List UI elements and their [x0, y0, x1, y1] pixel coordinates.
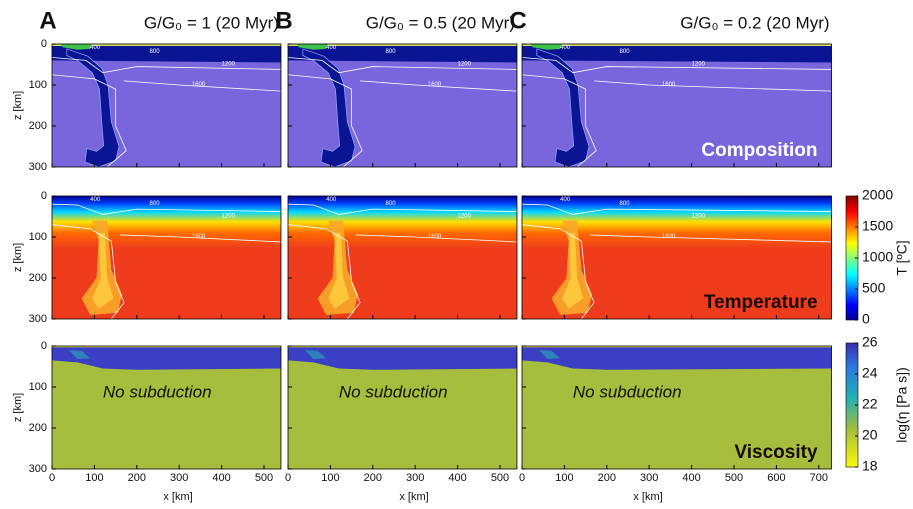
x-tick-label: 500 — [491, 472, 509, 484]
x-tick-label: 100 — [555, 472, 573, 484]
annotation: No subduction — [339, 383, 448, 402]
isotherm-label: 1600 — [192, 234, 206, 240]
panel-label: A — [39, 7, 56, 34]
isotherm-label: 400 — [326, 197, 337, 203]
y-tick-label: 100 — [29, 79, 47, 91]
x-tick-label: 500 — [255, 472, 273, 484]
isotherm-label: 800 — [150, 49, 161, 55]
y-tick-label: 200 — [29, 422, 47, 434]
isotherm-label: 1200 — [692, 61, 706, 67]
panel-viscosity — [52, 346, 281, 469]
lithosphere-viscous — [522, 346, 832, 370]
x-axis-label: x [km] — [399, 491, 428, 503]
isotherm-label: 800 — [150, 201, 161, 207]
x-tick-label: 700 — [810, 472, 828, 484]
panel-composition — [52, 44, 281, 167]
y-tick-label: 200 — [29, 272, 47, 284]
x-axis-label: x [km] — [633, 491, 662, 503]
isotherm-label: 1600 — [662, 234, 676, 240]
x-tick-label: 300 — [640, 472, 658, 484]
isotherm-label: 400 — [560, 45, 571, 51]
isotherm-label: 800 — [386, 201, 397, 207]
row-name: Temperature — [704, 292, 818, 313]
colorbar-tick-label: 1500 — [862, 218, 893, 234]
y-tick-label: 0 — [41, 38, 47, 50]
isotherm-label: 1200 — [458, 213, 472, 219]
x-tick-label: 200 — [598, 472, 616, 484]
isotherm-label: 1200 — [458, 61, 472, 67]
x-tick-label: 200 — [128, 472, 146, 484]
isotherm-label: 800 — [386, 49, 397, 55]
x-tick-label: 600 — [767, 472, 785, 484]
isotherm-label: 1200 — [222, 213, 236, 219]
panel-temperature — [52, 196, 281, 319]
colorbar-tick-label: 24 — [862, 365, 878, 381]
row-name: Composition — [701, 140, 817, 161]
y-tick-label: 300 — [29, 161, 47, 173]
colorbar-tick-label: 26 — [862, 334, 878, 350]
isotherm-label: 400 — [90, 197, 101, 203]
colorbar-tick-label: 2000 — [862, 187, 893, 203]
y-tick-label: 200 — [29, 120, 47, 132]
isotherm-label: 400 — [90, 45, 101, 51]
colorbar-tick-label: 500 — [862, 280, 886, 296]
y-axis-label: z [km] — [12, 243, 24, 272]
colorbar-tick-label: 20 — [862, 427, 878, 443]
y-tick-label: 0 — [41, 190, 47, 202]
y-axis-label: z [km] — [12, 91, 24, 120]
isotherm-label: 1600 — [428, 234, 442, 240]
colorbar-label: T [ºC] — [894, 240, 910, 275]
x-tick-label: 0 — [49, 472, 55, 484]
isotherm-label: 1200 — [692, 213, 706, 219]
isotherm-label: 400 — [326, 45, 337, 51]
x-tick-label: 100 — [85, 472, 103, 484]
isotherm-label: 400 — [560, 197, 571, 203]
isotherm-label: 800 — [620, 49, 631, 55]
y-tick-label: 100 — [29, 381, 47, 393]
colorbar-tick-label: 1000 — [862, 249, 893, 265]
row-name: Viscosity — [734, 442, 818, 463]
x-axis-label: x [km] — [163, 491, 192, 503]
panel-label: B — [275, 7, 292, 34]
isotherm-label: 1600 — [428, 82, 442, 88]
x-tick-label: 500 — [725, 472, 743, 484]
x-tick-label: 400 — [448, 472, 466, 484]
x-tick-label: 400 — [682, 472, 700, 484]
x-tick-label: 300 — [170, 472, 188, 484]
colorbar-tick-label: 18 — [862, 458, 878, 474]
x-tick-label: 400 — [212, 472, 230, 484]
y-axis-label: z [km] — [12, 393, 24, 422]
x-tick-label: 0 — [519, 472, 525, 484]
annotation: No subduction — [573, 383, 682, 402]
panel-viscosity — [288, 346, 517, 469]
y-tick-label: 0 — [41, 340, 47, 352]
y-tick-label: 300 — [29, 313, 47, 325]
isotherm-label: 1200 — [222, 61, 236, 67]
y-tick-label: 300 — [29, 463, 47, 475]
panel-temperature — [288, 196, 517, 319]
annotation: No subduction — [103, 383, 212, 402]
colorbar-label: log(η [Pa s]) — [894, 367, 910, 442]
panel-label: C — [509, 7, 526, 34]
y-tick-label: 100 — [29, 231, 47, 243]
isotherm-label: 1600 — [192, 82, 206, 88]
panel-title: G/G₀ = 0.2 (20 Myr) — [680, 13, 829, 32]
x-tick-label: 300 — [406, 472, 424, 484]
panel-title: G/G₀ = 0.5 (20 Myr) — [366, 13, 515, 32]
x-tick-label: 200 — [364, 472, 382, 484]
isotherm-label: 800 — [620, 201, 631, 207]
panel-composition — [288, 44, 517, 167]
x-tick-label: 100 — [321, 472, 339, 484]
panel-title: G/G₀ = 1 (20 Myr) — [144, 13, 279, 32]
x-tick-label: 0 — [285, 472, 291, 484]
colorbar-tick-label: 0 — [862, 311, 870, 327]
colorbar-tick-label: 22 — [862, 396, 878, 412]
figure: AG/G₀ = 1 (20 Myr)4008001200160001002003… — [0, 0, 913, 504]
isotherm-label: 1600 — [662, 82, 676, 88]
